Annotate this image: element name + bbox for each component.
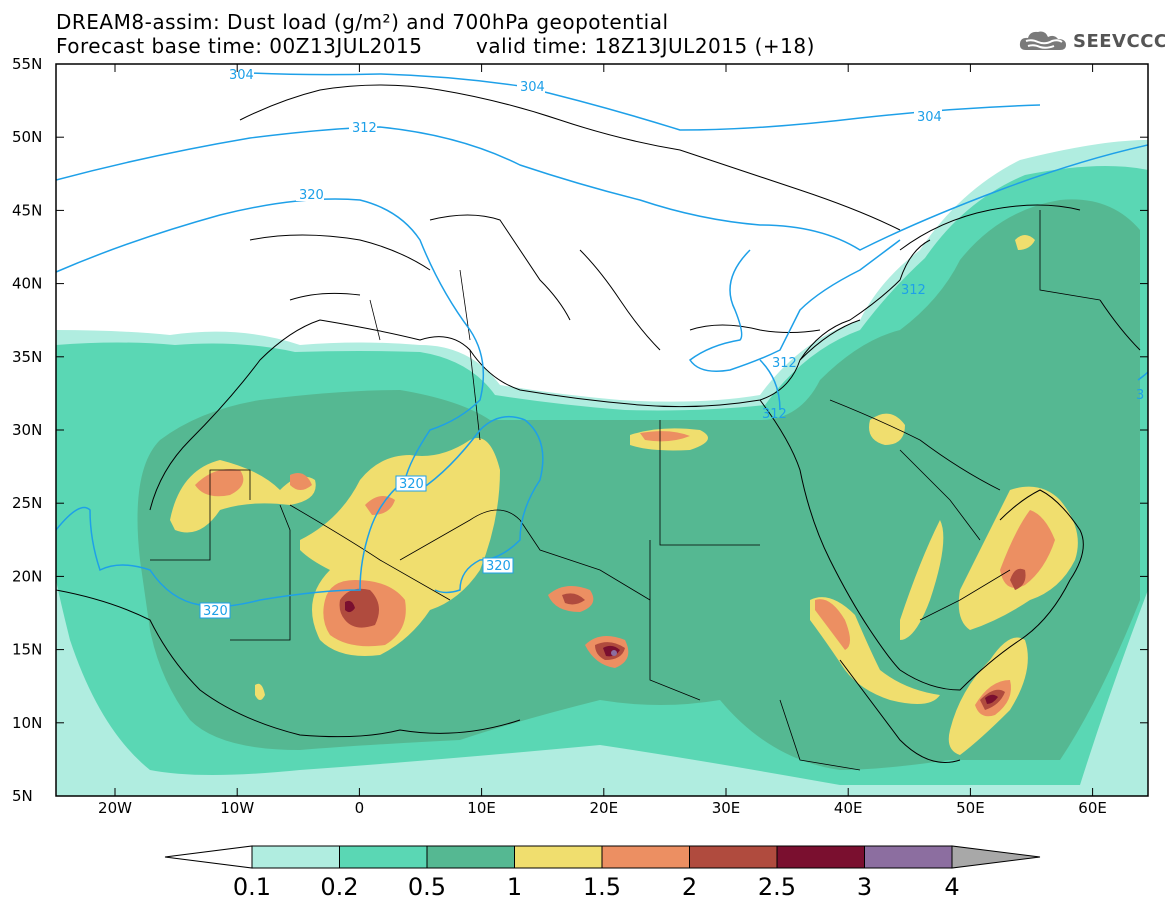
- forecast-base-time: Forecast base time: 00Z13JUL2015: [56, 34, 423, 58]
- contour-label: 312: [349, 120, 377, 136]
- colorbar-min-arrow: [164, 845, 253, 869]
- colorbar-label: 2.5: [758, 873, 796, 901]
- svg-text:312: 312: [901, 283, 926, 298]
- lat-label: 40N: [12, 275, 42, 293]
- svg-text:312: 312: [772, 356, 797, 371]
- lat-label: 45N: [12, 201, 42, 219]
- contour-label: 3: [1136, 388, 1144, 403]
- lat-label: 50N: [12, 128, 42, 146]
- lon-label: 10W: [220, 799, 254, 817]
- contour-label: 304: [517, 79, 545, 95]
- longitude-axis: 20W 10W 0 10E 20E 30E 40E 50E 60E: [98, 64, 1107, 817]
- dust-field: [56, 140, 1148, 796]
- contour-labels: 304 304 304 312 320 320 320 320 312 312 …: [199, 67, 1144, 619]
- lon-label: 40E: [834, 799, 863, 817]
- lat-label: 15N: [12, 641, 42, 659]
- contour-label: 320: [482, 557, 514, 574]
- colorbar-segment: [251, 845, 340, 869]
- lat-label: 20N: [12, 567, 42, 585]
- contour-label: 320: [395, 475, 427, 492]
- colorbar-segment: [426, 845, 515, 869]
- lat-label: 55N: [12, 55, 42, 73]
- colorbar-label: 1: [507, 873, 522, 901]
- contour-label: 304: [914, 109, 942, 125]
- contour-label: 320: [296, 187, 324, 203]
- lon-label: 60E: [1078, 799, 1107, 817]
- colorbar-segment: [514, 845, 603, 869]
- lat-label: 5N: [12, 787, 33, 805]
- colorbar-max-arrow: [951, 845, 1041, 869]
- colorbar-label: 1.5: [583, 873, 621, 901]
- svg-text:320: 320: [399, 477, 424, 492]
- svg-text:3: 3: [1136, 388, 1144, 403]
- svg-text:320: 320: [299, 188, 324, 203]
- lat-label: 35N: [12, 348, 42, 366]
- colorbar-label: 0.5: [408, 873, 446, 901]
- colorbar-segment: [776, 845, 865, 869]
- contour-label: 304: [226, 67, 254, 83]
- colorbar-segment: [601, 845, 690, 869]
- logo-text: SEEVCCC: [1073, 30, 1165, 52]
- contour-label: 312: [762, 407, 787, 422]
- svg-text:312: 312: [352, 121, 377, 136]
- lon-label: 50E: [956, 799, 985, 817]
- latitude-axis: 55N 50N 45N 40N 35N 30N 25N 20N 15N 10N 5N: [12, 55, 1148, 805]
- lon-label: 0: [355, 799, 365, 817]
- colorbar-segment: [864, 845, 953, 869]
- lat-label: 30N: [12, 421, 42, 439]
- svg-text:304: 304: [917, 110, 942, 125]
- lon-label: 10E: [467, 799, 496, 817]
- colorbar-label: 4: [944, 873, 959, 901]
- colorbar: 0.1 0.2 0.5 1 1.5 2 2.5 3 4: [164, 845, 1041, 901]
- colorbar-label: 3: [857, 873, 872, 901]
- svg-text:312: 312: [762, 407, 787, 422]
- lon-label: 20E: [590, 799, 619, 817]
- contour-label: 312: [772, 356, 797, 371]
- svg-text:320: 320: [203, 604, 228, 619]
- country-borders: [150, 210, 1101, 771]
- lon-label: 20W: [98, 799, 132, 817]
- colorbar-label: 0.2: [320, 873, 358, 901]
- svg-text:304: 304: [229, 68, 254, 83]
- coastlines: [56, 84, 1141, 763]
- cloud-icon: [1019, 31, 1066, 50]
- colorbar-segment: [689, 845, 778, 869]
- svg-text:304: 304: [520, 80, 545, 95]
- dust-level-3: [611, 650, 617, 656]
- contour-label: 312: [901, 283, 926, 298]
- contour-label: 320: [199, 602, 231, 619]
- svg-text:320: 320: [486, 559, 511, 574]
- colorbar-label: 2: [682, 873, 697, 901]
- lon-label: 30E: [712, 799, 741, 817]
- lat-label: 25N: [12, 494, 42, 512]
- colorbar-segment: [339, 845, 428, 869]
- map-title: DREAM8-assim: Dust load (g/m²) and 700hP…: [56, 10, 669, 34]
- seevccc-logo: SEEVCCC: [1018, 28, 1165, 54]
- valid-time: valid time: 18Z13JUL2015 (+18): [476, 34, 815, 58]
- colorbar-label: 0.1: [233, 873, 271, 901]
- lat-label: 10N: [12, 714, 42, 732]
